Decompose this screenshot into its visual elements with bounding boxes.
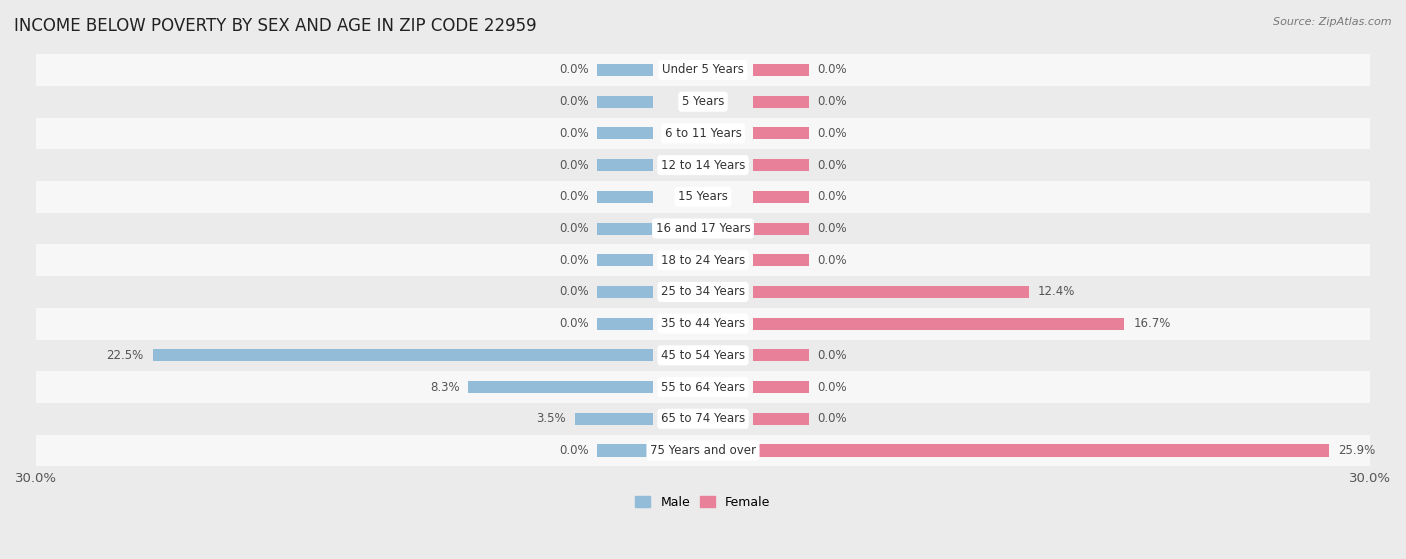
Bar — [598, 254, 652, 266]
Text: 16.7%: 16.7% — [1133, 317, 1171, 330]
Bar — [37, 403, 1369, 435]
Text: 15 Years: 15 Years — [678, 190, 728, 203]
Text: 0.0%: 0.0% — [558, 444, 589, 457]
Text: INCOME BELOW POVERTY BY SEX AND AGE IN ZIP CODE 22959: INCOME BELOW POVERTY BY SEX AND AGE IN Z… — [14, 17, 537, 35]
Bar — [754, 381, 808, 393]
Bar — [37, 276, 1369, 308]
Bar — [37, 149, 1369, 181]
Text: 12.4%: 12.4% — [1038, 286, 1076, 299]
Text: 0.0%: 0.0% — [558, 286, 589, 299]
Bar — [598, 318, 652, 330]
Text: 0.0%: 0.0% — [817, 413, 848, 425]
Bar — [754, 444, 1329, 457]
Bar — [754, 349, 808, 361]
Bar — [754, 64, 808, 76]
Text: 0.0%: 0.0% — [817, 381, 848, 394]
Legend: Male, Female: Male, Female — [630, 491, 776, 514]
Text: 0.0%: 0.0% — [817, 159, 848, 172]
Text: 16 and 17 Years: 16 and 17 Years — [655, 222, 751, 235]
Text: Under 5 Years: Under 5 Years — [662, 64, 744, 77]
Text: 6 to 11 Years: 6 to 11 Years — [665, 127, 741, 140]
Text: 0.0%: 0.0% — [817, 95, 848, 108]
Text: 0.0%: 0.0% — [817, 190, 848, 203]
Bar — [37, 339, 1369, 371]
Text: 75 Years and over: 75 Years and over — [650, 444, 756, 457]
Bar — [37, 86, 1369, 117]
Text: 25.9%: 25.9% — [1337, 444, 1375, 457]
Text: 22.5%: 22.5% — [107, 349, 143, 362]
Text: 0.0%: 0.0% — [558, 95, 589, 108]
Bar — [754, 318, 1125, 330]
Bar — [37, 54, 1369, 86]
Text: 0.0%: 0.0% — [817, 127, 848, 140]
Text: 0.0%: 0.0% — [558, 254, 589, 267]
Bar — [598, 444, 652, 457]
Text: 25 to 34 Years: 25 to 34 Years — [661, 286, 745, 299]
Bar — [37, 181, 1369, 212]
Text: Source: ZipAtlas.com: Source: ZipAtlas.com — [1274, 17, 1392, 27]
Bar — [37, 244, 1369, 276]
Bar — [37, 371, 1369, 403]
Bar — [598, 96, 652, 108]
Bar — [598, 127, 652, 139]
Text: 0.0%: 0.0% — [817, 349, 848, 362]
Text: 0.0%: 0.0% — [817, 254, 848, 267]
Bar — [598, 64, 652, 76]
Text: 55 to 64 Years: 55 to 64 Years — [661, 381, 745, 394]
Bar — [598, 222, 652, 235]
Bar — [754, 96, 808, 108]
Bar — [754, 413, 808, 425]
Bar — [153, 349, 652, 361]
Text: 8.3%: 8.3% — [430, 381, 460, 394]
Bar — [37, 308, 1369, 339]
Text: 65 to 74 Years: 65 to 74 Years — [661, 413, 745, 425]
Bar — [754, 222, 808, 235]
Text: 0.0%: 0.0% — [558, 222, 589, 235]
Text: 0.0%: 0.0% — [558, 190, 589, 203]
Bar — [598, 286, 652, 298]
Bar — [598, 159, 652, 171]
Bar — [598, 191, 652, 203]
Text: 45 to 54 Years: 45 to 54 Years — [661, 349, 745, 362]
Bar — [468, 381, 652, 393]
Text: 0.0%: 0.0% — [817, 64, 848, 77]
Text: 5 Years: 5 Years — [682, 95, 724, 108]
Text: 0.0%: 0.0% — [558, 127, 589, 140]
Bar — [754, 254, 808, 266]
Bar — [37, 212, 1369, 244]
Bar — [754, 286, 1029, 298]
Bar — [754, 159, 808, 171]
Bar — [575, 413, 652, 425]
Bar — [754, 191, 808, 203]
Text: 0.0%: 0.0% — [558, 64, 589, 77]
Text: 0.0%: 0.0% — [817, 222, 848, 235]
Bar — [37, 435, 1369, 466]
Bar — [37, 117, 1369, 149]
Text: 12 to 14 Years: 12 to 14 Years — [661, 159, 745, 172]
Text: 0.0%: 0.0% — [558, 159, 589, 172]
Text: 3.5%: 3.5% — [537, 413, 567, 425]
Bar — [754, 127, 808, 139]
Text: 0.0%: 0.0% — [558, 317, 589, 330]
Text: 35 to 44 Years: 35 to 44 Years — [661, 317, 745, 330]
Text: 18 to 24 Years: 18 to 24 Years — [661, 254, 745, 267]
